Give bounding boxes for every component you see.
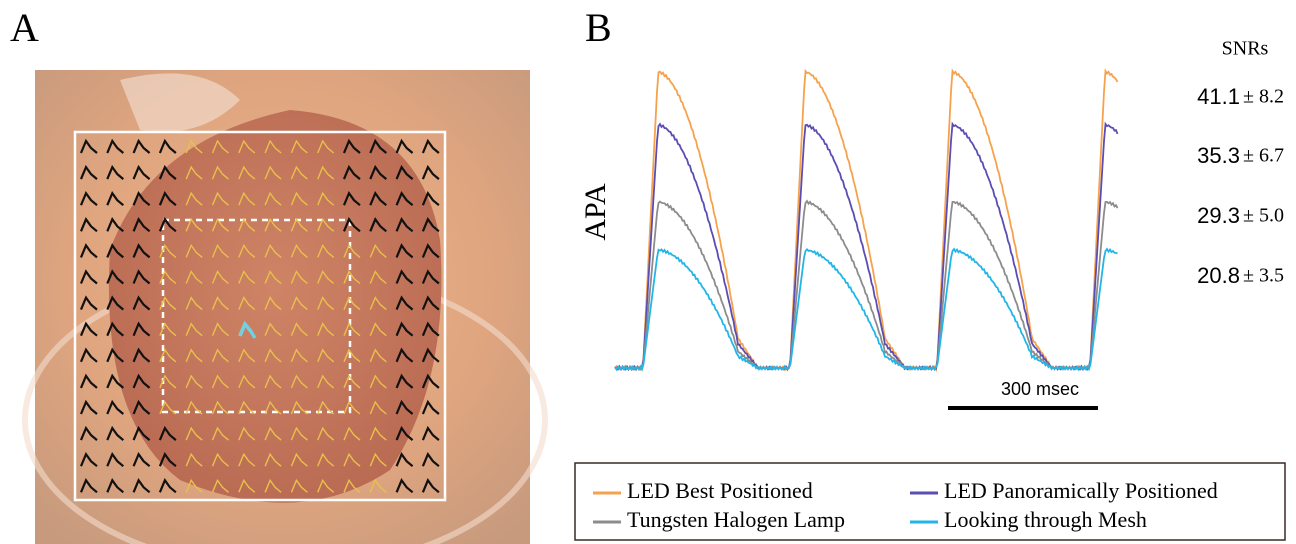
- snr-mean: 29.3: [1197, 203, 1240, 228]
- snr-mean: 20.8: [1197, 263, 1240, 288]
- figure: A B SNRs APA 300 msec 41.1± 8.2 35.3± 6.7…: [0, 0, 1296, 544]
- panel-label: A: [10, 5, 39, 50]
- trace: [615, 71, 1118, 370]
- snr-mean: 41.1: [1197, 84, 1240, 109]
- photo: [25, 70, 545, 544]
- snr-spread: ± 3.5: [1243, 265, 1284, 287]
- traces: [615, 71, 1118, 370]
- scale-bar-label: 300 msec: [1001, 379, 1079, 399]
- legend-label: LED Panoramically Positioned: [944, 478, 1218, 503]
- snr-mean: 35.3: [1197, 143, 1240, 168]
- trace: [615, 249, 1118, 370]
- snr-list: 41.1± 8.2 35.3± 6.7 29.3± 5.0 20.8± 3.5: [1197, 84, 1284, 288]
- snr-spread: ± 8.2: [1243, 86, 1284, 108]
- snr-title: SNRs: [1222, 38, 1269, 60]
- trace: [615, 124, 1118, 370]
- panel-label: B: [585, 5, 612, 50]
- snr-spread: ± 6.7: [1243, 145, 1284, 167]
- legend-label: Tungsten Halogen Lamp: [627, 507, 845, 532]
- legend-label: LED Best Positioned: [627, 478, 813, 503]
- trace: [615, 201, 1118, 369]
- y-label: APA: [579, 183, 612, 241]
- legend-label: Looking through Mesh: [944, 507, 1147, 532]
- snr-spread: ± 5.0: [1243, 205, 1284, 227]
